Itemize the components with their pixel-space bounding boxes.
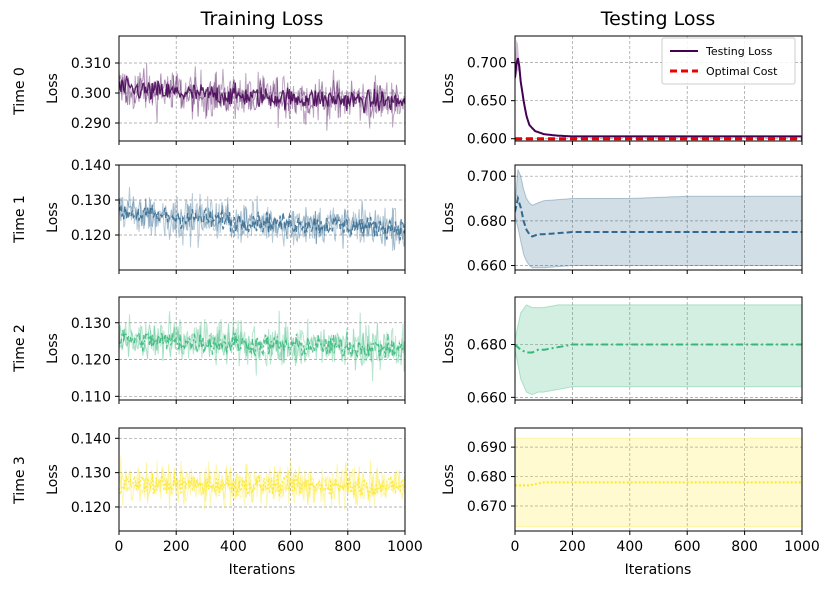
x-tick-label-2: 400 [220, 539, 247, 555]
x-tick-label-5: 1000 [387, 539, 423, 555]
axes-frame [514, 427, 803, 532]
y-axis-label: Loss [441, 73, 457, 104]
x-axis-label-testing: Iterations [625, 562, 692, 578]
plot-area [515, 169, 802, 269]
y-tick-label-1: 0.120 [71, 353, 111, 369]
series-trace-2 [118, 75, 406, 114]
axes-frame [118, 35, 406, 142]
axes-frame [514, 296, 803, 401]
x-tick-label-3: 600 [277, 539, 304, 555]
x-axis-label-training: Iterations [229, 562, 296, 578]
confidence-band [515, 304, 802, 395]
x-tick-label-4: 800 [731, 539, 758, 555]
series-trace-1 [118, 322, 406, 371]
legend-label-testing-loss: Testing Loss [705, 45, 773, 58]
y-tick-label-1: 0.680 [467, 338, 507, 354]
plot-panels: 0.2900.3000.310Loss0.6000.6500.700Loss0.… [45, 35, 820, 555]
row-label-time-2: Time 2 [12, 324, 28, 373]
y-axis-label: Loss [441, 333, 457, 364]
axes-frame [118, 296, 406, 401]
x-tick-label-3: 600 [674, 539, 701, 555]
plot-area [515, 39, 802, 141]
band-edge-lower [515, 216, 802, 269]
series-mean-line [515, 343, 802, 354]
panel-training-time-1: 0.120 0.130 0.140 Loss [45, 158, 406, 274]
legend: Testing Loss Optimal Cost [661, 37, 796, 85]
series-trace-2 [118, 330, 406, 360]
axes-frame [514, 164, 803, 271]
panel-testing-time-2: 0.660 0.680 Loss [441, 296, 803, 406]
y-tick-label-1: 0.680 [467, 214, 507, 230]
panel-testing-time-3: 0 200 400 600 800 1000 0.670 0.680 0.690 Loss [441, 427, 820, 555]
y-tick-label-0: 0.670 [467, 499, 507, 515]
plot-area [515, 304, 802, 396]
y-tick-label-2: 0.700 [467, 56, 507, 72]
x-tick-label-4: 800 [334, 539, 361, 555]
legend-label-optimal-cost: Optimal Cost [706, 65, 778, 78]
y-axis-label: Loss [45, 333, 61, 364]
y-tick-label-1: 0.130 [71, 193, 111, 209]
y-axis-label: Loss [441, 464, 457, 495]
panel-training-time-2: 0.110 0.120 0.130 Loss [45, 296, 406, 405]
series-trace-1 [118, 68, 406, 119]
series-trace-2 [118, 471, 406, 500]
y-tick-label-2: 0.130 [71, 316, 111, 332]
band-edge-upper [515, 169, 802, 208]
row-label-time-0: Time 0 [12, 67, 28, 116]
y-tick-label-2: 0.310 [71, 56, 111, 72]
y-tick-label-0: 0.290 [71, 116, 111, 132]
series-mean-line [515, 57, 802, 138]
y-tick-label-0: 0.600 [467, 132, 507, 148]
y-tick-label-1: 0.650 [467, 94, 507, 110]
panel-testing-time-1: 0.660 0.680 0.700 Loss [441, 164, 803, 275]
y-tick-label-2: 0.690 [467, 440, 507, 456]
title-training-loss: Training Loss [200, 8, 324, 30]
x-tick-label-1: 200 [559, 539, 586, 555]
x-tick-label-2: 400 [616, 539, 643, 555]
confidence-band [515, 438, 802, 527]
axes-frame [118, 427, 406, 532]
row-label-time-1: Time 1 [12, 195, 28, 244]
y-axis-label: Loss [45, 73, 61, 104]
y-tick-label-2: 0.140 [71, 158, 111, 174]
confidence-band [515, 169, 802, 268]
axes-frame [514, 35, 803, 142]
y-tick-label-1: 0.300 [71, 86, 111, 102]
x-tick-label-0: 0 [511, 539, 520, 555]
y-tick-label-1: 0.130 [71, 466, 111, 482]
y-tick-label-0: 0.110 [71, 389, 111, 405]
y-tick-label-2: 0.700 [467, 169, 507, 185]
band-edge-upper [515, 304, 802, 340]
series-trace-2 [118, 198, 406, 241]
plot-area [515, 437, 802, 528]
x-tick-label-0: 0 [115, 539, 124, 555]
y-tick-label-0: 0.120 [71, 500, 111, 516]
x-tick-label-1: 200 [163, 539, 190, 555]
y-axis-label: Loss [441, 202, 457, 233]
y-axis-label: Loss [45, 464, 61, 495]
y-tick-label-2: 0.140 [71, 431, 111, 447]
series-trace-1 [118, 460, 406, 511]
y-tick-label-0: 0.660 [467, 259, 507, 275]
series-mean-line [515, 194, 802, 238]
axes-frame [118, 164, 406, 271]
y-tick-label-0: 0.120 [71, 228, 111, 244]
series-mean-line [515, 481, 802, 487]
y-tick-label-0: 0.660 [467, 390, 507, 406]
y-tick-label-1: 0.680 [467, 470, 507, 486]
y-axis-label: Loss [45, 202, 61, 233]
panel-training-time-3: 0 200 400 600 800 1000 0.120 0.130 0.140 Loss [45, 427, 423, 555]
panel-training-time-0: 0.290 0.300 0.310 Loss [45, 35, 406, 145]
title-testing-loss: Testing Loss [600, 8, 716, 30]
row-label-time-3: Time 3 [12, 456, 28, 505]
band-edge-lower [515, 349, 802, 396]
x-tick-label-5: 1000 [784, 539, 820, 555]
